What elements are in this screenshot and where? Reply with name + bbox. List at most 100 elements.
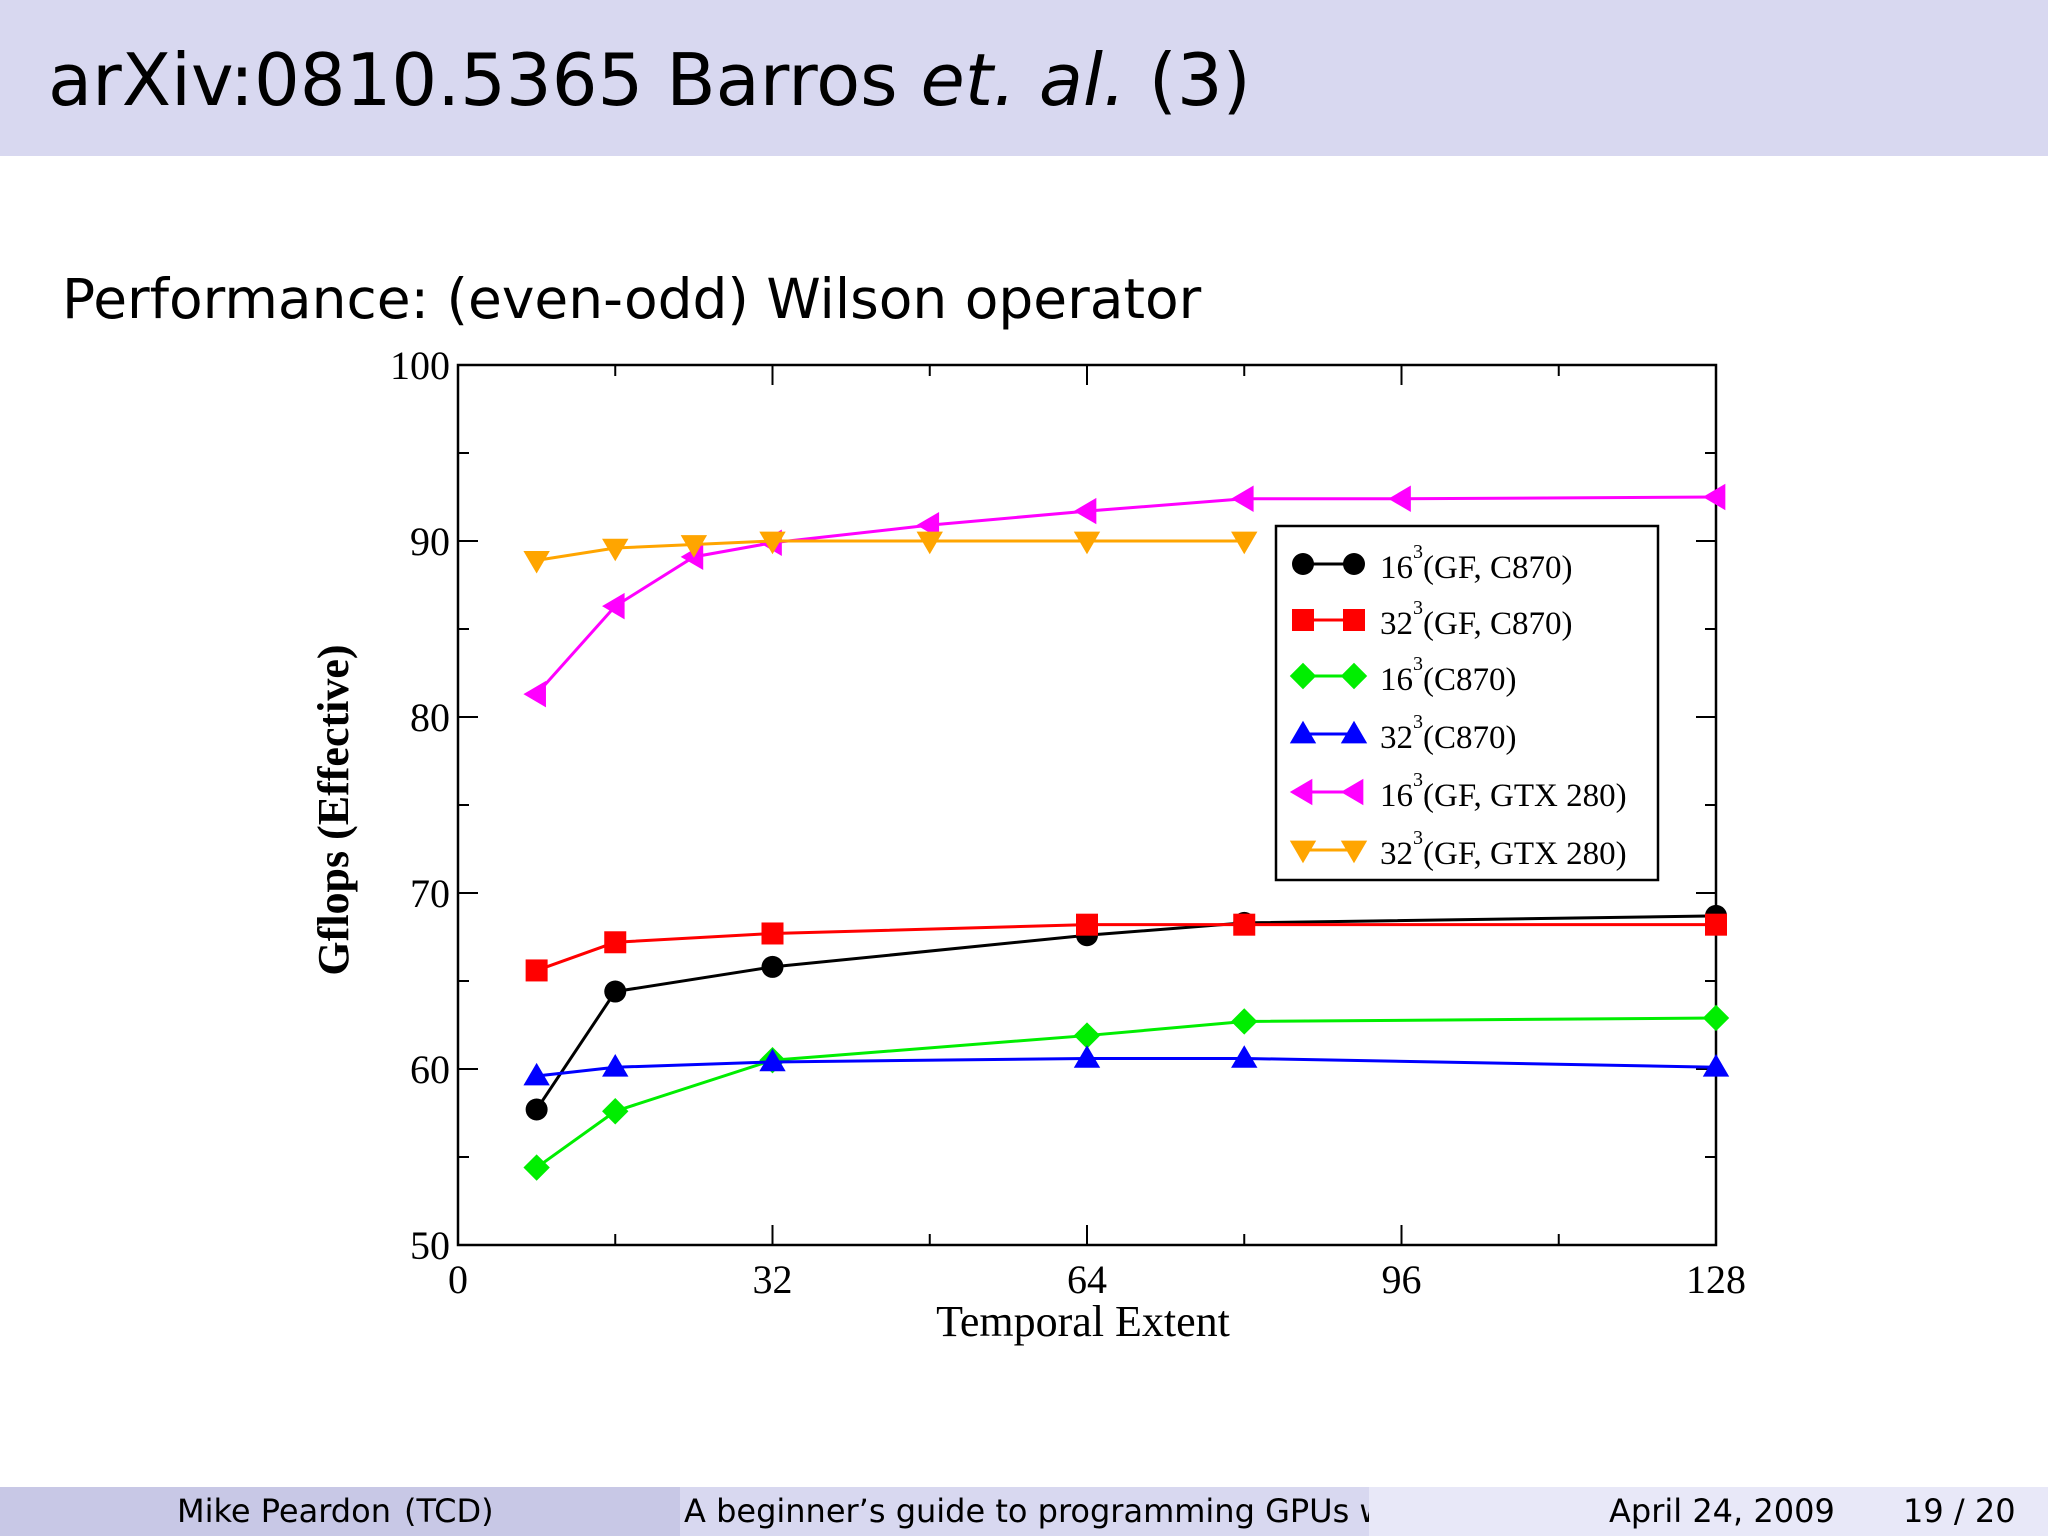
legend-label-rest: (GF, C870) — [1423, 606, 1573, 642]
legend-label: 163(GF, C870) — [1380, 541, 1573, 586]
legend-label: 323(GF, GTX 280) — [1380, 827, 1627, 872]
marker-triangle-left — [1231, 485, 1254, 512]
series-32-gf-gtx-280- — [523, 531, 1258, 574]
legend-label-superscript: 3 — [1413, 653, 1423, 675]
marker-circle — [604, 980, 627, 1003]
series-32-gf-c870- — [525, 913, 1727, 982]
marker-triangle-left — [1388, 485, 1411, 512]
marker-triangle-down — [1340, 840, 1368, 864]
marker-square — [1705, 913, 1727, 936]
marker-circle — [525, 1098, 548, 1121]
legend-box — [1274, 524, 1660, 882]
marker-triangle-left — [1289, 778, 1313, 806]
legend-label-base: 32 — [1380, 720, 1413, 756]
legend-label-base: 32 — [1380, 836, 1413, 872]
legend-label-rest: (GF, C870) — [1423, 550, 1573, 586]
y-tick-label: 50 — [410, 1223, 450, 1268]
legend-label: 163(GF, GTX 280) — [1380, 769, 1627, 814]
marker-triangle-down — [680, 535, 708, 558]
marker-triangle-up — [1289, 720, 1317, 744]
marker-diamond — [1073, 1022, 1101, 1049]
legend-label-base: 32 — [1380, 606, 1413, 642]
legend-label-rest: (C870) — [1423, 662, 1517, 698]
y-tick-label: 100 — [390, 343, 450, 388]
marker-triangle-up — [759, 1048, 786, 1072]
legend-label: 163(C870) — [1380, 653, 1517, 698]
x-tick-label: 96 — [1382, 1257, 1422, 1302]
legend-label-superscript: 3 — [1413, 769, 1423, 791]
legend-item: 323(C870) — [1289, 711, 1517, 756]
y-tick-label: 70 — [410, 871, 450, 916]
legend-label-rest: (GF, GTX 280) — [1423, 778, 1627, 814]
title-bar: arXiv:0810.5365 Barros et. al. (3) — [0, 0, 2048, 156]
marker-triangle-up — [1702, 1054, 1730, 1077]
marker-square — [761, 922, 784, 945]
y-tick-label: 80 — [410, 695, 450, 740]
marker-square — [1233, 913, 1256, 936]
marker-circle — [761, 955, 784, 978]
footer-date: April 24, 2009 — [1609, 1492, 1835, 1530]
x-axis-label: Temporal Extent — [936, 1297, 1230, 1346]
marker-circle — [1343, 553, 1365, 575]
marker-circle — [1292, 553, 1314, 575]
x-tick-label: 0 — [448, 1257, 468, 1302]
slide-title: arXiv:0810.5365 Barros et. al. (3) — [48, 44, 1251, 116]
legend-label-rest: (GF, GTX 280) — [1423, 836, 1627, 872]
marker-diamond — [1289, 662, 1317, 690]
footer-institute: (TCD) — [404, 1492, 494, 1530]
y-axis-label: Gflops (Effective) — [309, 644, 358, 975]
series-16-c870- — [523, 1004, 1730, 1181]
y-tick-label: 90 — [410, 519, 450, 564]
title-italic-text: et. al. — [920, 38, 1126, 122]
marker-triangle-up — [1231, 1045, 1258, 1068]
marker-triangle-down — [1073, 531, 1101, 555]
legend-label-base: 16 — [1380, 662, 1413, 698]
legend-label: 323(C870) — [1380, 711, 1517, 756]
slide-subtitle: Performance: (even-odd) Wilson operator — [62, 267, 1202, 331]
marker-triangle-down — [1231, 531, 1258, 555]
marker-triangle-up — [1073, 1045, 1101, 1068]
series-line — [535, 1016, 1717, 1169]
series-line — [536, 923, 1716, 972]
marker-diamond — [1340, 662, 1368, 690]
legend-item: 163(GF, GTX 280) — [1289, 769, 1627, 814]
marker-diamond — [1702, 1004, 1730, 1032]
footer-page-number: 19 / 20 — [1903, 1492, 2016, 1530]
legend: 163(GF, C870)323(GF, C870)163(C870)323(C… — [1274, 524, 1660, 882]
legend-label-superscript: 3 — [1413, 711, 1423, 733]
marker-triangle-up — [523, 1062, 550, 1086]
legend-label: 323(GF, C870) — [1380, 597, 1573, 642]
marker-diamond — [602, 1098, 629, 1125]
footer-right: April 24, 2009 19 / 20 — [1369, 1487, 2048, 1536]
series-line — [536, 1056, 1717, 1078]
title-suffix: (3) — [1125, 38, 1251, 122]
legend-label-superscript: 3 — [1413, 827, 1423, 849]
marker-triangle-left — [523, 680, 546, 708]
footer-talk-title: A beginner’s guide to programming GPUs w… — [684, 1492, 1369, 1530]
legend-item: 323(GF, C870) — [1292, 597, 1573, 642]
series-line — [536, 539, 1245, 562]
footer-author: Mike Peardon — [177, 1492, 391, 1530]
series-32-c870- — [523, 1045, 1730, 1086]
legend-label-superscript: 3 — [1413, 541, 1423, 563]
legend-item: 323(GF, GTX 280) — [1289, 827, 1627, 872]
marker-diamond — [1231, 1008, 1258, 1035]
marker-triangle-down — [523, 551, 550, 574]
x-tick-label: 64 — [1067, 1257, 1107, 1302]
footer-left: Mike Peardon (TCD) — [0, 1487, 680, 1536]
title-text: arXiv:0810.5365 Barros — [48, 38, 921, 122]
marker-triangle-down — [759, 531, 786, 555]
footer: Mike Peardon (TCD) A beginner’s guide to… — [0, 1487, 2048, 1536]
marker-square — [604, 931, 627, 954]
footer-middle: A beginner’s guide to programming GPUs w… — [680, 1487, 1369, 1536]
marker-triangle-up — [602, 1054, 629, 1077]
marker-triangle-down — [1289, 840, 1317, 864]
legend-label-superscript: 3 — [1413, 597, 1423, 619]
legend-label-base: 16 — [1380, 778, 1413, 814]
legend-label-rest: (C870) — [1423, 720, 1517, 756]
marker-triangle-down — [602, 538, 629, 562]
legend-label-base: 16 — [1380, 550, 1413, 586]
marker-square — [525, 959, 548, 982]
marker-triangle-left — [1702, 483, 1726, 511]
